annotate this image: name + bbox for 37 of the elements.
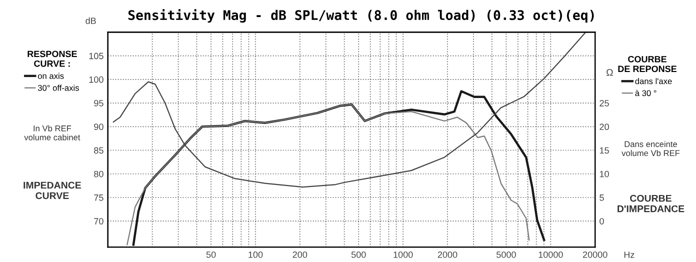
y2-tick-label: 20 (600, 124, 609, 130)
text: à 30 ° (635, 90, 656, 96)
x-tick-label: 5000 (496, 251, 516, 258)
legend-label: on axis (38, 72, 64, 79)
y2-tick-label: 25 (600, 100, 609, 106)
y-tick-label: 105 (89, 52, 104, 60)
x-tick-label: 500 (351, 251, 366, 258)
text: dans l'axe (635, 78, 672, 84)
y-tick-label: 85 (94, 147, 104, 154)
x-tick-label: 2000 (438, 251, 458, 258)
x-tick-label: 50 (206, 251, 216, 258)
chart-title: Sensitivity Mag - dB SPL/watt (8.0 ohm load) (0.33 oct)(eq) (128, 9, 594, 23)
x-axis-title: Hz (624, 252, 634, 258)
x-tick-label: 100 (248, 251, 263, 258)
x-tick-label: 1000 (394, 251, 413, 258)
y2-tick-label: 15 (600, 147, 609, 154)
y-axis-title: dB (86, 17, 96, 24)
y-tick-label: 80 (94, 170, 104, 178)
text: Dans enceinte volume Vb REF (622, 140, 680, 156)
y-tick-label: 95 (94, 100, 104, 106)
text: COURBE DE REPONSE (618, 56, 677, 72)
text: IMPEDANCE CURVE (24, 182, 81, 200)
y2-axis-title: Ω (606, 69, 613, 76)
y2-tick-label: 10 (600, 170, 609, 178)
x-tick-label: 20000 (582, 251, 608, 258)
x-tick-label: 200 (292, 251, 308, 258)
y-tick-label: 70 (94, 218, 104, 224)
legend-label: 30° off-axis (38, 84, 79, 91)
y2-tick-label: 5 (600, 194, 604, 201)
text: COURBE D'IMPEDANCE (618, 194, 684, 212)
text: In Vb REF volume cabinet (24, 125, 80, 140)
y-tick-label: 90 (94, 124, 104, 130)
legend-title: RESPONSE CURVE : (28, 50, 77, 67)
x-tick-label: 10000 (538, 251, 563, 258)
y-tick-label: 100 (89, 76, 104, 83)
y-tick-label: 75 (94, 194, 104, 201)
y2-tick-label: 0 (600, 218, 604, 224)
